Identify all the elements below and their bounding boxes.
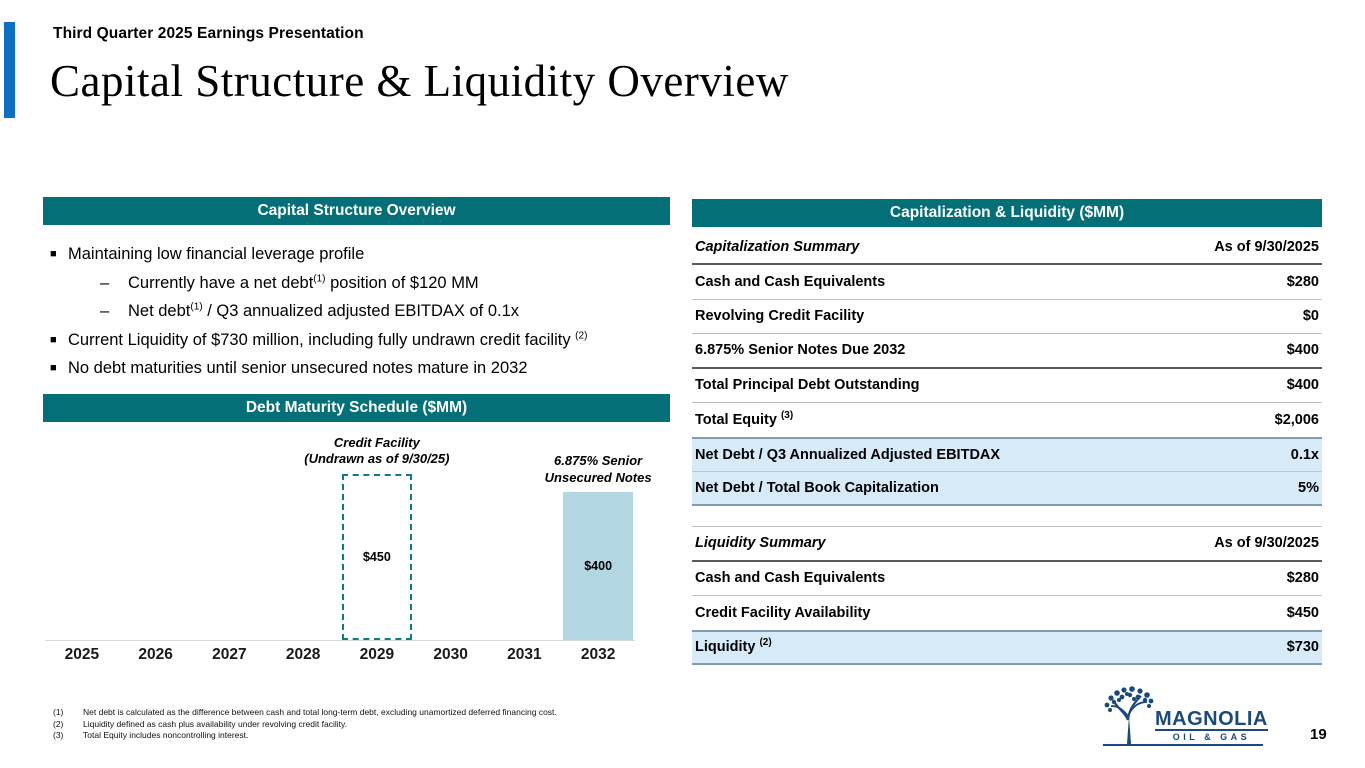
section-header-debt-maturity: Debt Maturity Schedule ($MM) [43,394,670,422]
x-tick-2030: 2030 [433,646,468,663]
table-row-highlighted: Net Debt / Total Book Capitalization 5% [692,471,1322,507]
as-of-date: As of 9/30/2025 [1214,535,1319,552]
page-number: 19 [1310,726,1327,743]
annotation-senior-notes: 6.875% Senior Unsecured Notes [544,453,652,485]
section-header-label: Capital Structure Overview [257,202,456,219]
liq-table-header-row: Liquidity Summary As of 9/30/2025 [692,527,1322,562]
bar-value-label: $450 [362,549,391,564]
as-of-date: As of 9/30/2025 [1214,239,1319,256]
footnote-2: (2) Liquidity defined as cash plus availa… [53,718,347,729]
title-accent-bar [4,22,15,118]
liquidity-table: Liquidity Summary As of 9/30/2025 Cash a… [692,527,1322,665]
table-row-highlighted: Liquidity (2) $730 [692,630,1322,665]
dash-icon: – [100,302,110,320]
x-tick-2028: 2028 [285,646,321,663]
footnotes: (1) Net debt is calculated as the differe… [53,707,613,742]
capitalization-liquidity-panel: Capitalization & Liquidity ($MM) Capital… [692,199,1322,665]
sub-bullet-net-debt: – Currently have a net debt(1) position … [50,269,675,298]
table-row: Total Principal Debt Outstanding $400 [692,369,1322,403]
company-logo: MAGNOLIA OIL & GAS [1103,686,1268,748]
bullet-maturities: ■ No debt maturities until senior unsecu… [50,354,675,383]
x-tick-2027: 2027 [212,646,247,663]
bullet-square-icon: ■ [50,362,57,374]
section-header-capitalization-liquidity: Capitalization & Liquidity ($MM) [692,199,1322,227]
bullet-text: Maintaining low financial leverage profi… [68,245,365,263]
cap-table-header-row: Capitalization Summary As of 9/30/2025 [692,231,1322,266]
debt-maturity-chart: Credit Facility (Undrawn as of 9/30/25) … [45,428,652,670]
bullet-text: Current Liquidity of $730 million, inclu… [68,330,588,349]
table-row: Revolving Credit Facility $0 [692,300,1322,335]
logo-name: MAGNOLIA [1155,708,1268,730]
table-row: Cash and Cash Equivalents $280 [692,265,1322,300]
presentation-subtitle: Third Quarter 2025 Earnings Presentation [53,25,364,42]
annotation-credit-facility: Credit Facility (Undrawn as of 9/30/25) [304,434,450,467]
page-title: Capital Structure & Liquidity Overview [50,56,789,106]
capitalization-table: Capitalization Summary As of 9/30/2025 C… [692,231,1322,507]
sub-bullet-text: Currently have a net debt(1) position of… [128,273,479,292]
bullet-liquidity: ■ Current Liquidity of $730 million, inc… [50,326,675,355]
logo-wordmark: MAGNOLIA OIL & GAS [1155,708,1268,748]
bar-value-label: $400 [584,559,613,573]
logo-baseline [1103,744,1263,746]
section-header-label: Debt Maturity Schedule ($MM) [245,399,468,416]
table-section-title: Capitalization Summary [695,239,860,256]
bullet-square-icon: ■ [50,248,57,260]
table-row: Total Equity (3) $2,006 [695,410,1319,429]
sub-bullet-text: Net debt(1) / Q3 annualized adjusted EBI… [128,301,520,320]
section-header-label: Capitalization & Liquidity ($MM) [889,204,1125,221]
bar-credit-facility-2029: $450 [341,473,412,640]
table-row: Credit Facility Availability $450 [695,605,1319,622]
logo-rule [1155,729,1268,731]
table-row-highlighted: Net Debt / Q3 Annualized Adjusted EBITDA… [692,437,1322,472]
chart-plot: Credit Facility (Undrawn as of 9/30/25) … [45,435,652,641]
x-tick-2031: 2031 [507,646,542,663]
footnote-1: (1) Net debt is calculated as the differe… [53,707,557,717]
x-tick-2025: 2025 [64,646,100,663]
table-row: Cash and Cash Equivalents $280 [692,562,1322,596]
logo-tagline: OIL & GAS [1172,732,1251,742]
footnote-3: (3) Total Equity includes noncontrolling … [53,730,249,740]
bullet-square-icon: ■ [50,333,57,346]
table-row: 6.875% Senior Notes Due 2032 $400 [692,334,1322,369]
x-tick-2032: 2032 [580,646,616,663]
x-tick-2026: 2026 [138,646,173,663]
sub-bullet-ebitdax: – Net debt(1) / Q3 annualized adjusted E… [50,297,675,326]
section-header-capital-structure: Capital Structure Overview [43,197,670,225]
magnolia-tree-icon [1104,686,1154,744]
x-tick-2029: 2029 [359,646,395,663]
table-divider [692,506,1322,528]
bullet-text: No debt maturities until senior unsecure… [68,359,528,377]
table-section-title: Liquidity Summary [695,535,826,552]
bar-senior-notes-2032: $400 [563,492,634,640]
dash-icon: – [100,273,110,292]
bullet-leverage: ■ Maintaining low financial leverage pro… [50,240,675,269]
chart-x-axis-labels: 2025 2026 2027 2028 2029 2030 2031 2032 [45,646,635,670]
capital-structure-bullets: ■ Maintaining low financial leverage pro… [50,240,675,383]
